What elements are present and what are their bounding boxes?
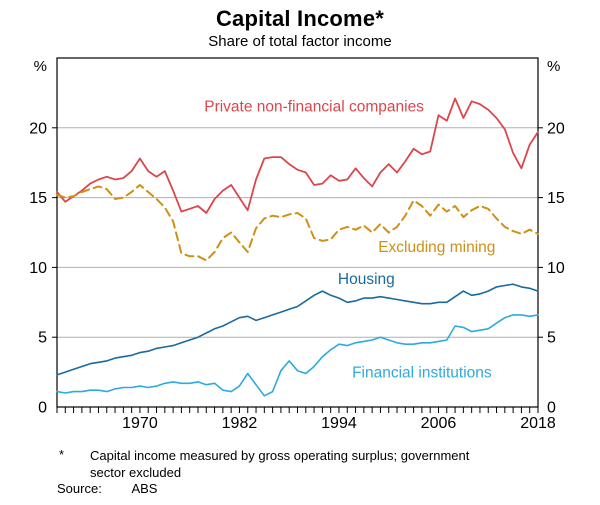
y-axis-unit-left: % <box>34 58 47 75</box>
series-label: Financial institutions <box>352 365 492 382</box>
y-axis-label-left: 20 <box>29 120 47 137</box>
y-axis-label-right: 15 <box>547 190 565 207</box>
footnote-marker: * <box>59 447 65 462</box>
x-axis-label: 2006 <box>421 415 457 432</box>
source-label: Source: <box>57 481 102 496</box>
series-line <box>56 184 539 262</box>
x-axis-label: 1994 <box>321 415 357 432</box>
series-label: Housing <box>338 271 395 288</box>
series-label: Private non-financial companies <box>204 99 424 116</box>
y-axis-label-left: 5 <box>38 330 47 347</box>
x-axis-label: 1982 <box>222 415 258 432</box>
y-axis-label-right: 0 <box>547 400 556 417</box>
chart-subtitle: Share of total factor income <box>208 33 392 50</box>
y-axis-label-right: 10 <box>547 260 565 277</box>
y-axis-label-right: 20 <box>547 120 565 137</box>
source-row: Source: ABS <box>57 481 157 496</box>
chart-title: Capital Income* <box>215 6 385 31</box>
x-axis-label: 2018 <box>520 415 556 432</box>
y-axis-unit-right: % <box>547 58 560 75</box>
y-axis-label-left: 15 <box>29 190 47 207</box>
series-label: Excluding mining <box>378 239 495 256</box>
line-chart-plot-area: Private non-financial companies Excluding… <box>29 57 565 432</box>
source-value: ABS <box>131 481 158 496</box>
y-axis-label-right: 5 <box>547 330 556 347</box>
series-line <box>56 283 539 376</box>
footnote-text: Capital income measured by gross operati… <box>90 448 470 480</box>
series-line <box>56 97 539 214</box>
series-line <box>56 314 539 397</box>
y-axis-label-left: 10 <box>29 260 47 277</box>
x-axis-label: 1970 <box>122 415 158 432</box>
y-axis-label-left: 0 <box>38 400 47 417</box>
